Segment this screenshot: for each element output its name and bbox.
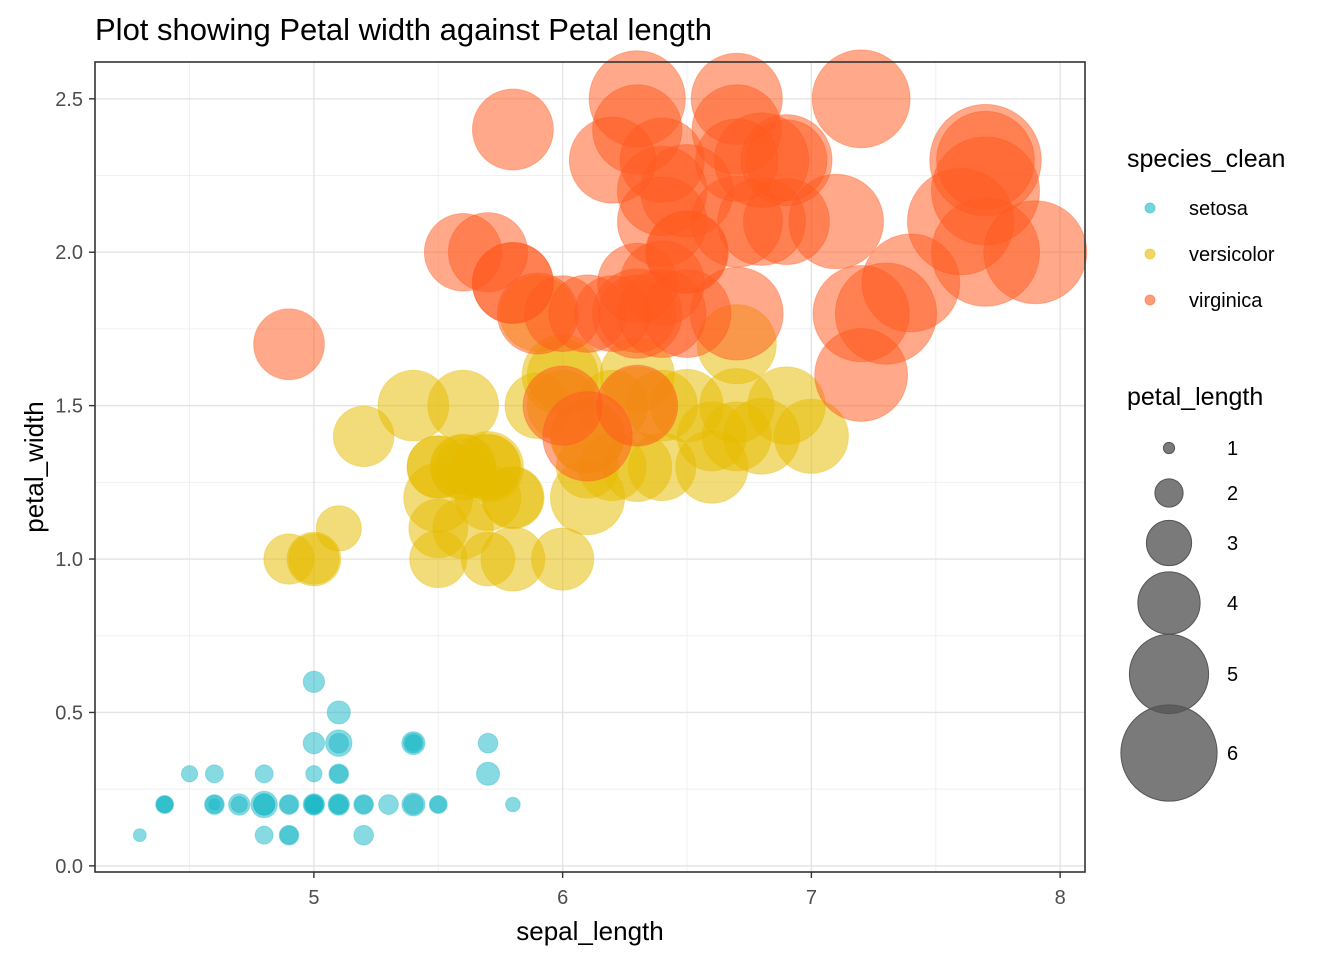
point-virginica xyxy=(471,88,554,171)
size-key-1 xyxy=(1162,441,1176,455)
point-virginica xyxy=(983,200,1088,305)
point-versicolor xyxy=(315,505,362,552)
point-setosa xyxy=(429,795,447,814)
point-setosa xyxy=(279,825,299,845)
point-setosa xyxy=(475,761,501,786)
size-key-5 xyxy=(1128,633,1210,715)
size-label-5: 5 xyxy=(1227,664,1238,686)
size-label-4: 4 xyxy=(1227,593,1238,615)
x-tick-label: 7 xyxy=(806,887,817,909)
size-label-1: 1 xyxy=(1227,438,1238,460)
y-tick-label: 2.5 xyxy=(55,89,83,111)
point-virginica xyxy=(861,233,961,333)
y-tick-label: 1.5 xyxy=(55,396,83,418)
size-label-2: 2 xyxy=(1227,483,1238,505)
y-tick-label: 2.0 xyxy=(55,242,83,264)
x-axis-title: sepal_length xyxy=(516,916,663,946)
point-setosa xyxy=(505,796,521,813)
point-versicolor xyxy=(455,434,521,500)
point-setosa xyxy=(278,794,300,815)
legend-key-setosa xyxy=(1144,202,1156,214)
point-setosa xyxy=(155,795,174,814)
point-versicolor xyxy=(377,369,450,442)
species-legend: species_clean setosa versicolor virginica xyxy=(1127,145,1285,312)
y-axis-title: petal_width xyxy=(19,401,49,533)
size-key-2 xyxy=(1154,478,1184,508)
y-axis: 0.0 0.5 1.0 1.5 2.0 2.5 xyxy=(55,89,95,878)
point-setosa xyxy=(204,795,224,814)
point-setosa xyxy=(327,793,350,816)
point-setosa xyxy=(254,825,274,845)
x-tick-label: 6 xyxy=(557,887,568,909)
x-tick-label: 5 xyxy=(308,887,319,909)
size-label-3: 3 xyxy=(1227,533,1238,555)
point-versicolor xyxy=(332,405,395,468)
point-setosa xyxy=(401,792,426,817)
legend-key-versicolor xyxy=(1144,248,1156,260)
point-virginica xyxy=(814,328,909,422)
point-virginica xyxy=(253,308,325,381)
y-tick-label: 0.5 xyxy=(55,702,83,724)
petal-length-legend-title: petal_length xyxy=(1127,383,1263,411)
point-versicolor xyxy=(409,529,468,589)
point-setosa xyxy=(378,794,399,815)
size-key-3 xyxy=(1145,519,1193,567)
point-setosa xyxy=(180,765,199,783)
point-versicolor xyxy=(460,531,516,587)
point-versicolor xyxy=(699,368,775,444)
point-setosa xyxy=(325,729,353,757)
petal-length-legend: petal_length 1 2 3 4 5 6 xyxy=(1120,383,1263,802)
point-virginica xyxy=(496,272,579,355)
point-setosa xyxy=(204,764,224,784)
chart-title: Plot showing Petal width against Petal l… xyxy=(95,12,712,47)
legend-key-virginica xyxy=(1144,294,1156,306)
point-setosa xyxy=(354,795,374,814)
legend-label-versicolor: versicolor xyxy=(1189,244,1275,266)
point-setosa xyxy=(353,824,374,846)
point-virginica xyxy=(542,391,633,482)
point-setosa xyxy=(304,795,324,814)
plot-border xyxy=(94,61,1086,873)
point-virginica xyxy=(694,118,779,202)
x-tick-label: 8 xyxy=(1055,887,1066,909)
legend-label-virginica: virginica xyxy=(1189,290,1263,312)
size-key-6 xyxy=(1120,704,1218,802)
point-setosa xyxy=(252,793,276,816)
point-setosa xyxy=(403,732,424,754)
point-setosa xyxy=(254,764,274,784)
size-label-6: 6 xyxy=(1227,743,1238,765)
data-points xyxy=(132,49,1088,846)
point-setosa xyxy=(326,700,351,725)
point-virginica xyxy=(811,49,911,149)
point-setosa xyxy=(305,765,323,783)
point-setosa xyxy=(228,793,251,816)
legend-label-setosa: setosa xyxy=(1189,198,1249,220)
point-setosa xyxy=(477,732,499,754)
point-setosa xyxy=(132,828,147,843)
species-legend-title: species_clean xyxy=(1127,145,1285,173)
point-virginica xyxy=(936,110,1035,210)
point-setosa xyxy=(302,670,326,693)
y-tick-label: 0.0 xyxy=(55,856,83,878)
y-tick-label: 1.0 xyxy=(55,549,83,571)
x-axis: 5 6 7 8 xyxy=(308,872,1066,909)
point-virginica xyxy=(645,210,729,295)
point-virginica xyxy=(568,116,656,204)
point-setosa xyxy=(302,731,326,755)
point-setosa xyxy=(328,763,350,785)
size-key-4 xyxy=(1137,571,1201,635)
